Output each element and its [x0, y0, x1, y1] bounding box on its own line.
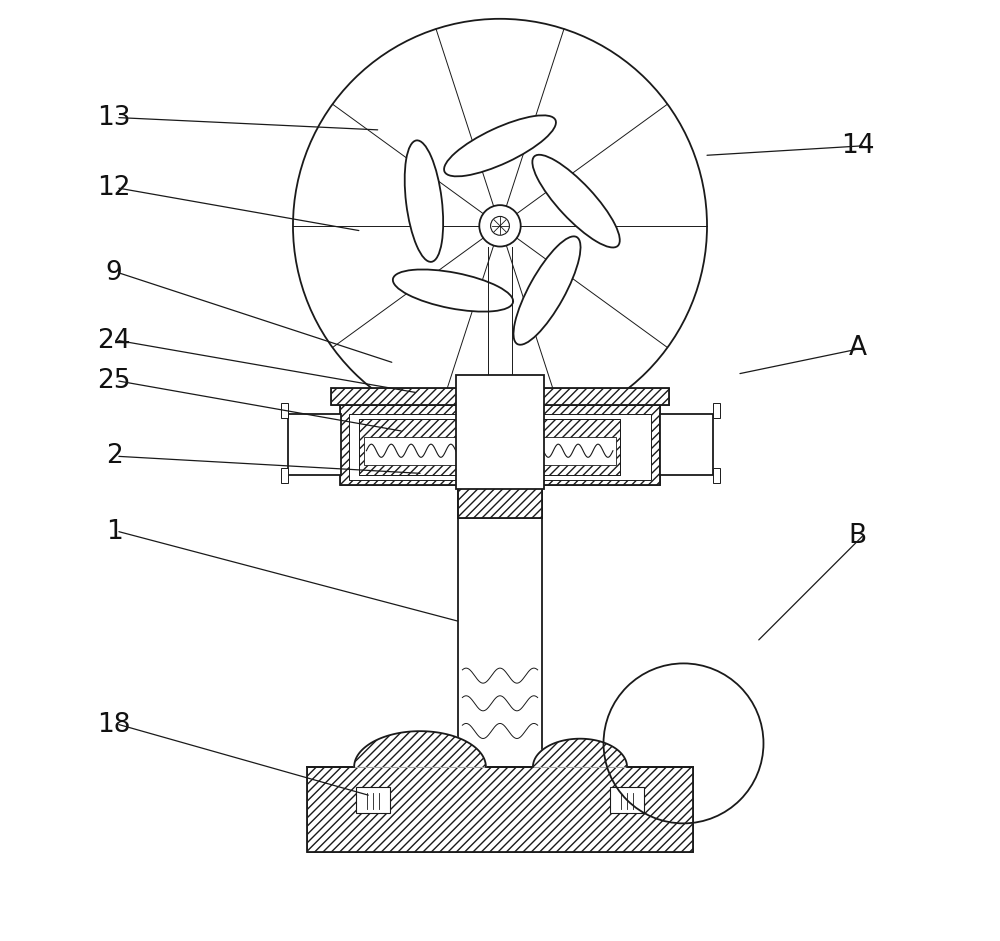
Bar	[356, 787, 390, 813]
Circle shape	[479, 205, 521, 247]
Bar	[307, 767, 693, 852]
Bar	[458, 482, 542, 518]
Circle shape	[293, 19, 707, 433]
Text: 18: 18	[97, 711, 131, 738]
Bar	[458, 482, 542, 518]
Bar	[610, 787, 644, 813]
Text: A: A	[849, 335, 867, 361]
Text: 25: 25	[97, 368, 131, 394]
Bar	[340, 405, 660, 485]
Bar	[281, 403, 288, 418]
Text: B: B	[849, 523, 867, 550]
Polygon shape	[533, 739, 627, 767]
Bar	[364, 437, 469, 465]
Bar	[506, 419, 620, 475]
Text: 13: 13	[97, 104, 131, 131]
Ellipse shape	[532, 154, 620, 247]
Bar	[456, 375, 544, 489]
Text: 12: 12	[97, 175, 131, 201]
Bar	[660, 414, 713, 475]
Bar	[349, 414, 651, 480]
Ellipse shape	[405, 140, 443, 262]
Bar	[331, 388, 669, 405]
Text: 24: 24	[97, 327, 131, 354]
Bar	[458, 419, 542, 814]
Ellipse shape	[393, 269, 513, 311]
Bar	[307, 767, 693, 852]
Bar	[331, 388, 669, 405]
Bar	[340, 405, 660, 485]
Bar	[359, 419, 473, 475]
Ellipse shape	[513, 236, 581, 344]
Bar	[359, 419, 473, 475]
Bar	[713, 403, 720, 418]
Bar	[281, 468, 288, 483]
Bar	[288, 414, 341, 475]
Bar	[713, 468, 720, 483]
Polygon shape	[354, 731, 486, 767]
Text: 9: 9	[106, 260, 123, 286]
Circle shape	[491, 216, 509, 235]
Text: 14: 14	[841, 133, 874, 159]
Ellipse shape	[444, 116, 556, 176]
Bar	[506, 419, 620, 475]
Bar	[511, 437, 616, 465]
Text: 2: 2	[106, 443, 123, 470]
Text: 1: 1	[106, 518, 123, 545]
